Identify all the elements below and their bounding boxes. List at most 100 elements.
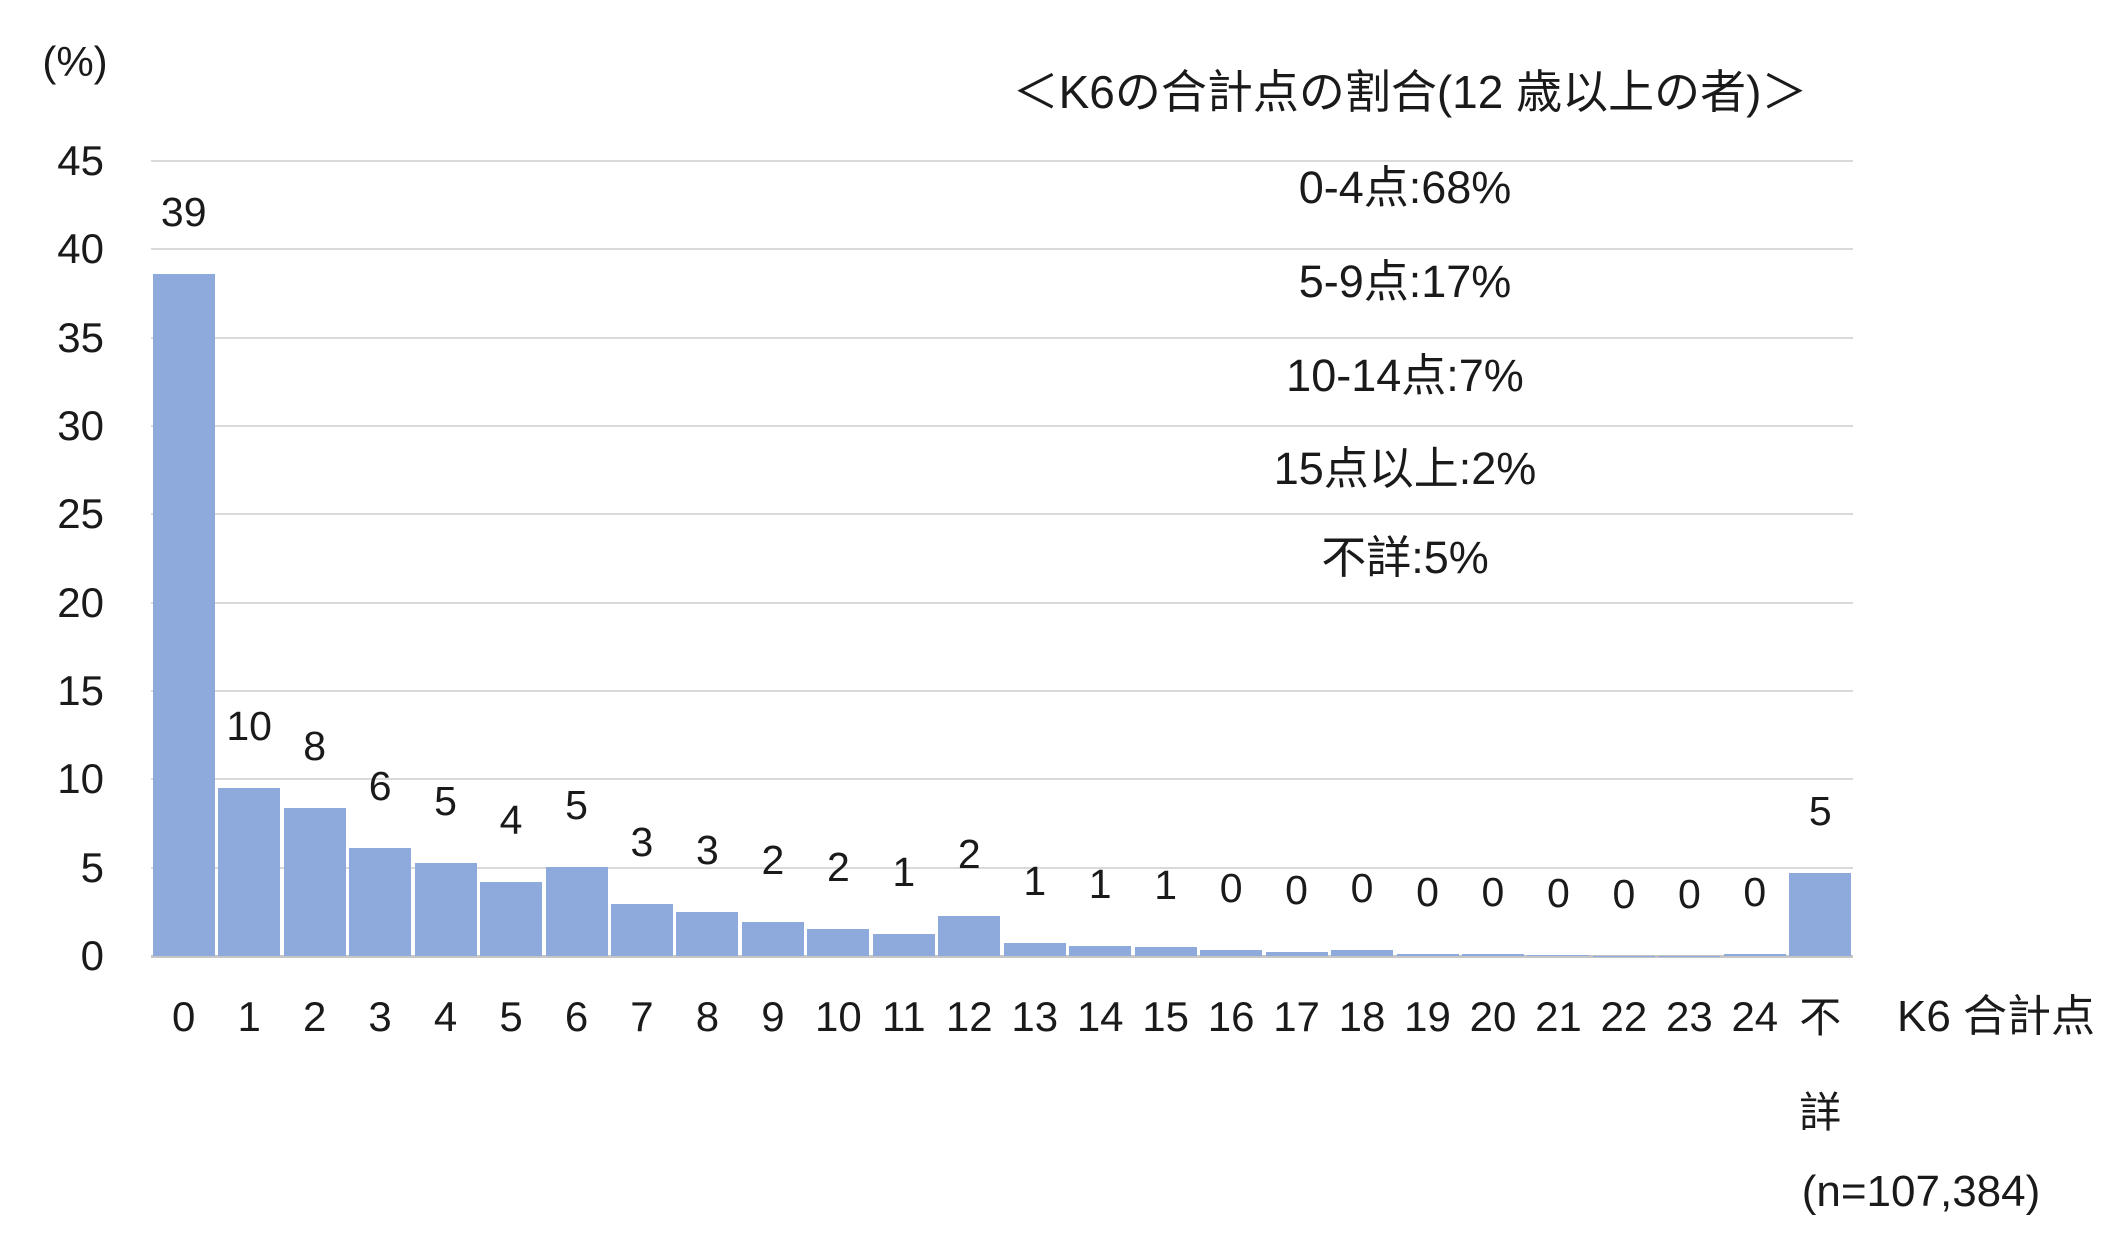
x-axis-baseline (151, 955, 1853, 958)
bar-value-label-11: 1 (892, 848, 916, 895)
gridline-40 (151, 248, 1853, 251)
x-axis-tick-label-24: 24 (1731, 993, 1779, 1040)
x-axis-tick-label-21: 21 (1535, 993, 1582, 1040)
x-axis-tick-label-不詳: 不詳 (1799, 993, 1842, 1136)
bar-value-label-20: 0 (1481, 868, 1505, 915)
y-axis-tick-label-40: 40 (57, 225, 104, 273)
x-axis-tick-label-22: 22 (1600, 993, 1648, 1040)
x-axis-tick-label-4: 4 (433, 993, 458, 1040)
bar-8 (676, 911, 739, 956)
x-axis-tick-label-3: 3 (368, 993, 392, 1040)
bar-value-label-24: 0 (1743, 869, 1767, 916)
x-axis-tick-label-11: 11 (881, 993, 926, 1040)
gridline-30 (151, 425, 1853, 427)
bar-value-label-23: 0 (1677, 870, 1701, 917)
annotation-score-15-plus: 15点以上:2% (1273, 443, 1537, 494)
bar-1 (218, 788, 281, 956)
bar-value-label-6: 5 (565, 781, 588, 828)
bar-value-label-9: 2 (761, 836, 785, 883)
annotation-score-0-4: 0-4点:68% (1298, 162, 1512, 213)
y-axis-tick-label-25: 25 (57, 490, 104, 538)
bar-21 (1527, 954, 1590, 956)
x-axis-tick-label-18: 18 (1338, 993, 1386, 1040)
x-axis-tick-label-23: 23 (1665, 993, 1713, 1040)
x-axis-tick-label-7: 7 (630, 993, 654, 1040)
bar-7 (610, 903, 673, 956)
bar-5 (480, 881, 543, 956)
bar-value-label-18: 0 (1350, 865, 1374, 912)
x-axis-tick-label-5: 5 (499, 993, 523, 1040)
x-axis-tick-label-1: 1 (237, 993, 261, 1040)
y-axis-tick-label-15: 15 (57, 667, 104, 714)
bar-9 (741, 921, 804, 956)
x-axis-tick-label-20: 20 (1469, 993, 1517, 1040)
x-axis-tick-label-17: 17 (1273, 993, 1320, 1040)
bar-19 (1396, 953, 1459, 956)
bar-不詳 (1789, 872, 1852, 956)
bar-16 (1200, 949, 1263, 956)
bar-value-label-10: 2 (826, 843, 850, 890)
y-axis-tick-label-30: 30 (57, 402, 104, 449)
bar-12 (938, 916, 1001, 956)
bar-value-label-0: 39 (160, 189, 207, 236)
y-axis-tick-label-35: 35 (57, 313, 104, 361)
bar-20 (1461, 953, 1524, 956)
bar-value-label-2: 8 (303, 722, 327, 769)
bar-17 (1265, 951, 1328, 956)
bar-value-label-3: 6 (368, 763, 392, 810)
annotation-unknown: 不詳:5% (1321, 532, 1489, 583)
gridline-10 (151, 778, 1853, 781)
x-axis-tick-label-15: 15 (1142, 993, 1189, 1040)
sample-size-note: (n=107,384) (1801, 1167, 2041, 1216)
bar-value-label-17: 0 (1285, 866, 1308, 913)
bar-value-label-7: 3 (630, 818, 654, 865)
x-axis-tick-label-9: 9 (761, 993, 785, 1040)
gridline-5 (151, 866, 1853, 869)
bar-0 (152, 274, 215, 956)
x-axis-tick-label-16: 16 (1207, 993, 1255, 1040)
gridline-20 (151, 601, 1853, 604)
y-axis-unit-label: (%) (42, 38, 108, 85)
bar-value-label-19: 0 (1416, 868, 1439, 915)
annotation-score-5-9: 5-9点:17% (1298, 256, 1512, 307)
x-axis-tick-label-8: 8 (695, 993, 720, 1040)
x-axis-tick-label-6: 6 (564, 993, 589, 1040)
gridline-45 (151, 160, 1853, 162)
gridline-35 (151, 336, 1853, 339)
y-axis-tick-label-45: 45 (57, 137, 104, 184)
bar-value-label-12: 2 (957, 831, 981, 878)
bar-24 (1723, 954, 1786, 956)
bar-value-label-5: 4 (499, 796, 523, 843)
x-axis-tick-label-0: 0 (172, 993, 196, 1040)
bar-value-label-13: 1 (1023, 857, 1047, 904)
y-axis-tick-label-10: 10 (57, 755, 104, 803)
bar-14 (1069, 946, 1132, 956)
bar-18 (1331, 950, 1394, 956)
x-axis-tick-label-13: 13 (1011, 993, 1059, 1040)
chart-title: ＜K6の合計点の割合(12 歳以上の者)＞ (1012, 66, 1808, 118)
x-axis-title: K6 合計点 (1897, 992, 2096, 1041)
bar-6 (545, 866, 608, 956)
bar-value-label-不詳: 5 (1808, 787, 1832, 834)
bar-11 (872, 933, 935, 956)
bar-value-label-14: 1 (1088, 861, 1112, 908)
x-axis-tick-label-10: 10 (814, 993, 862, 1040)
y-axis-tick-label-5: 5 (80, 843, 104, 891)
bar-value-label-22: 0 (1612, 870, 1636, 917)
bar-value-label-21: 0 (1547, 869, 1570, 916)
bar-13 (1003, 942, 1066, 956)
gridline-25 (151, 513, 1853, 516)
gridline-15 (151, 690, 1853, 692)
annotation-score-10-14: 10-14点:7% (1286, 350, 1524, 401)
bar-3 (349, 848, 412, 956)
bar-value-label-8: 3 (696, 826, 719, 873)
bar-15 (1134, 947, 1197, 956)
y-axis-tick-label-20: 20 (57, 578, 104, 626)
x-axis-tick-label-19: 19 (1404, 993, 1451, 1040)
bar-value-label-1: 10 (226, 703, 272, 750)
bar-value-label-15: 1 (1154, 862, 1178, 909)
x-axis-tick-label-14: 14 (1076, 993, 1124, 1040)
bar-2 (283, 807, 346, 956)
bar-value-label-16: 0 (1219, 864, 1243, 911)
